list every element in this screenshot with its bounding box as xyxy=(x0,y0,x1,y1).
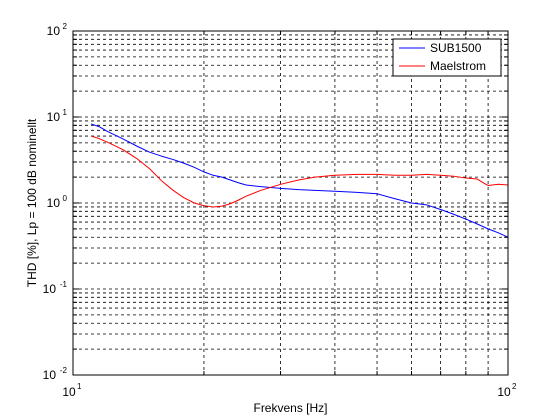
x-tick-labels: 10 1 10 2 xyxy=(62,382,517,399)
series-line-sub1500 xyxy=(90,123,509,238)
y-tick-exponent: 2 xyxy=(63,22,68,31)
y-tick-label: 10 xyxy=(43,282,57,296)
legend-box xyxy=(392,38,502,77)
y-tick-label: 10 xyxy=(47,196,61,210)
series-lines xyxy=(90,123,509,238)
legend-label-maelstrom: Maelstrom xyxy=(430,59,486,73)
x-axis-label: Frekvens [Hz] xyxy=(253,401,327,415)
y-tick-label: 10 xyxy=(43,368,57,382)
legend-label-sub1500: SUB1500 xyxy=(430,41,482,55)
y-axis-label: THD [%], Lp = 100 dB nominellt xyxy=(25,118,39,287)
y-tick-exponent: -2 xyxy=(60,366,68,375)
series-line-maelstrom xyxy=(90,135,509,208)
x-tick-label: 10 xyxy=(497,385,511,399)
y-tick-label: 10 xyxy=(47,110,61,124)
y-tick-label: 10 xyxy=(47,24,61,38)
x-tick-label: 10 xyxy=(62,385,76,399)
y-tick-exponent: 0 xyxy=(63,194,68,203)
x-tick-exponent: 2 xyxy=(512,382,517,391)
axis-ticks xyxy=(72,30,509,376)
y-tick-exponent: -1 xyxy=(60,280,68,289)
legend: SUB1500 Maelstrom xyxy=(392,38,502,77)
y-tick-exponent: 1 xyxy=(63,108,68,117)
x-tick-exponent: 1 xyxy=(77,382,82,391)
